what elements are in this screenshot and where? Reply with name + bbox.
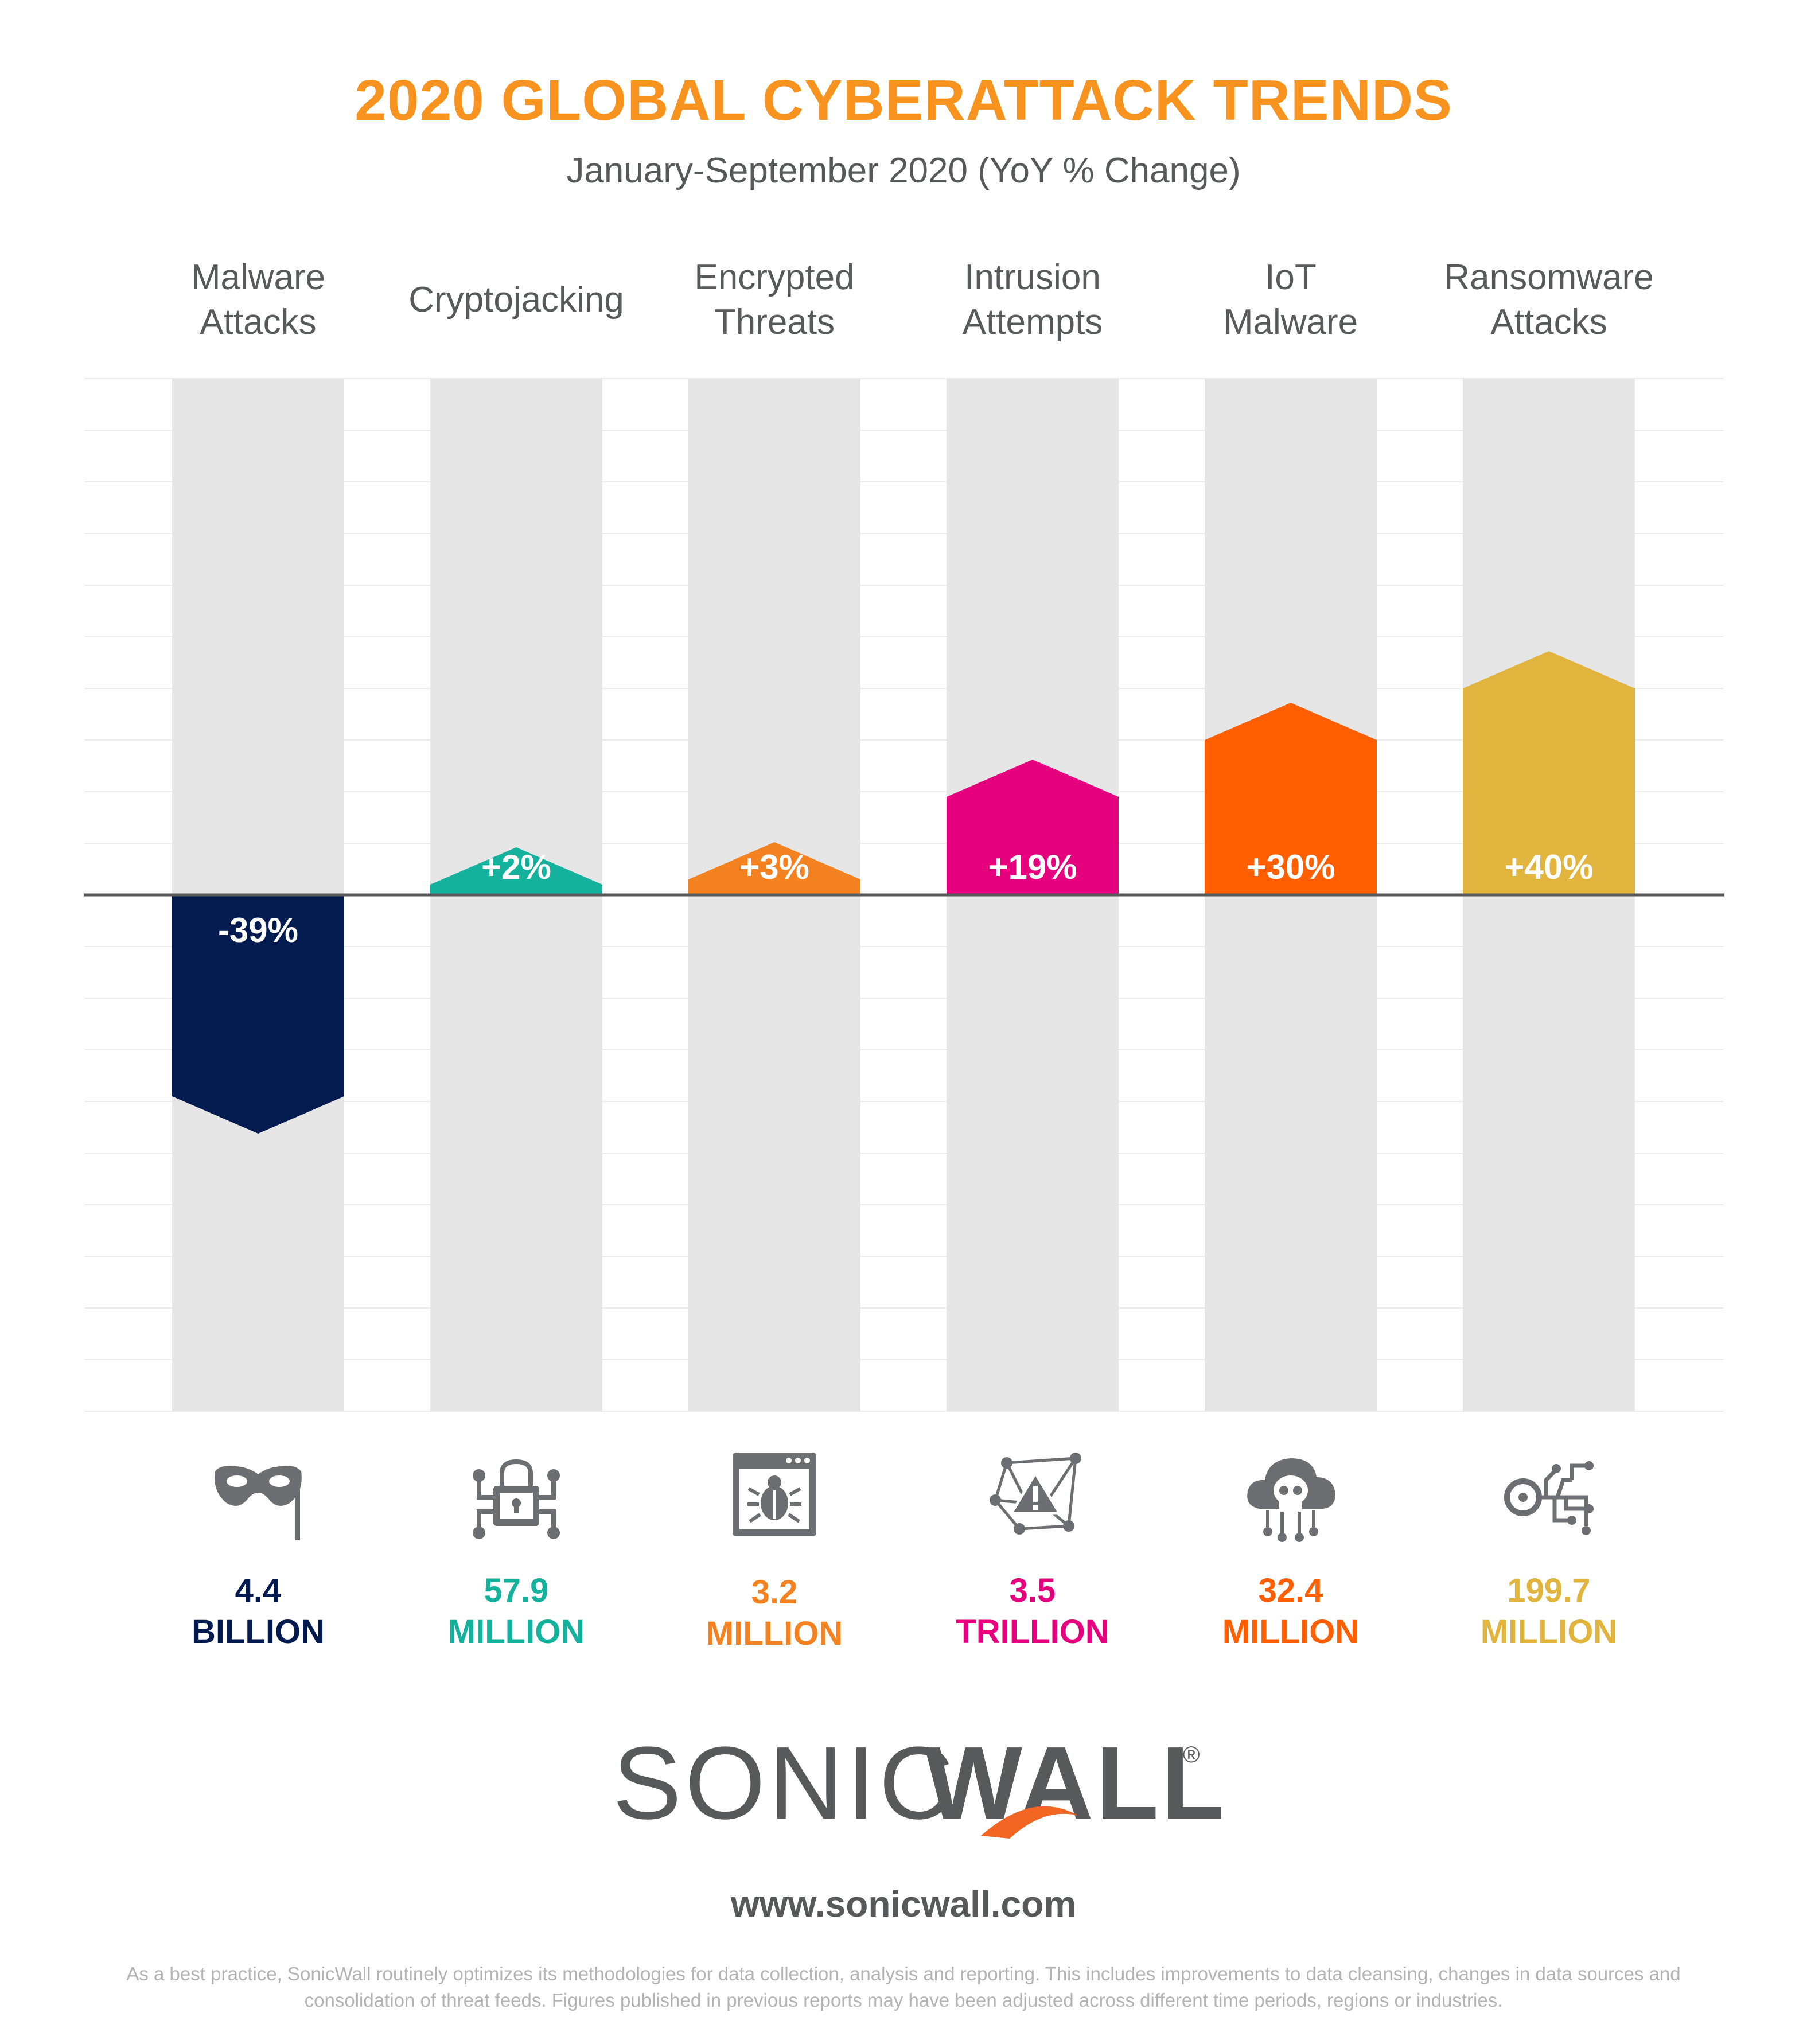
- mask-icon: [215, 1466, 302, 1540]
- total-malware: 4.4 BILLION: [123, 1570, 393, 1653]
- category-label-iot: IoT Malware: [1223, 258, 1358, 342]
- category-label-ransomware: Ransomware Attacks: [1444, 258, 1654, 342]
- logo-registered-mark: ®: [1183, 1742, 1200, 1767]
- bar-chart: -39% +2% +3% +19% +30% +40%: [84, 378, 1724, 1412]
- total-unit: MILLION: [1480, 1613, 1618, 1650]
- value-label: +3%: [739, 848, 809, 886]
- total-number: 4.4: [235, 1572, 282, 1609]
- disclaimer-text: As a best practice, SonicWall routinely …: [126, 1963, 1681, 2011]
- sonicwall-logo: SONIC WALL ®: [613, 1726, 1226, 1841]
- total-encrypted: 3.2 MILLION: [640, 1572, 909, 1654]
- value-label: +2%: [481, 848, 551, 886]
- category-label-malware: Malware Attacks: [190, 258, 326, 342]
- website-url: www.sonicwall.com: [730, 1883, 1077, 1925]
- total-number: 3.2: [751, 1574, 798, 1611]
- value-label: -39%: [218, 911, 298, 949]
- bar: [1205, 703, 1377, 895]
- category-label-encrypted: Encrypted Threats: [694, 258, 855, 342]
- total-number: 3.5: [1009, 1572, 1056, 1609]
- logo-thin-text: SONIC: [613, 1726, 957, 1841]
- bar: [1463, 651, 1635, 895]
- total-iot: 32.4 MILLION: [1156, 1570, 1426, 1653]
- total-unit: MILLION: [1222, 1613, 1360, 1650]
- bar: [688, 842, 860, 895]
- category-label-cryptojacking: Cryptojacking: [408, 280, 624, 320]
- ransom-key-icon: [1504, 1461, 1594, 1535]
- crypto-lock-icon: [473, 1459, 560, 1539]
- value-label: +19%: [988, 848, 1077, 886]
- bar: [172, 895, 344, 1134]
- cloud-skull-icon: [1247, 1458, 1335, 1542]
- value-label: +30%: [1246, 848, 1335, 886]
- total-unit: MILLION: [706, 1615, 843, 1652]
- network-warning-icon: [990, 1453, 1081, 1535]
- total-number: 57.9: [484, 1572, 549, 1609]
- total-number: 199.7: [1507, 1572, 1591, 1609]
- encrypted-browser-bug-icon: [733, 1453, 816, 1536]
- bar: [430, 847, 602, 895]
- total-ransomware: 199.7 MILLION: [1414, 1570, 1684, 1653]
- total-intrusion: 3.5 TRILLION: [898, 1570, 1167, 1653]
- logo-bold-text: WALL: [925, 1726, 1226, 1841]
- total-unit: TRILLION: [956, 1613, 1109, 1650]
- value-labels: -39% +2% +3% +19% +30% +40%: [218, 848, 1594, 949]
- chart-subtitle: January-September 2020 (YoY % Change): [566, 151, 1241, 190]
- total-unit: BILLION: [192, 1613, 325, 1650]
- chart-title: 2020 GLOBAL CYBERATTACK TRENDS: [355, 68, 1452, 133]
- total-number: 32.4: [1258, 1572, 1323, 1609]
- value-label: +40%: [1504, 848, 1593, 886]
- total-unit: MILLION: [447, 1613, 585, 1650]
- logo-swoosh: [981, 1806, 1078, 1839]
- bars: [172, 651, 1635, 1134]
- total-cryptojacking: 57.9 MILLION: [381, 1570, 651, 1653]
- category-label-intrusion: Intrusion Attempts: [962, 258, 1103, 342]
- bar: [947, 760, 1119, 895]
